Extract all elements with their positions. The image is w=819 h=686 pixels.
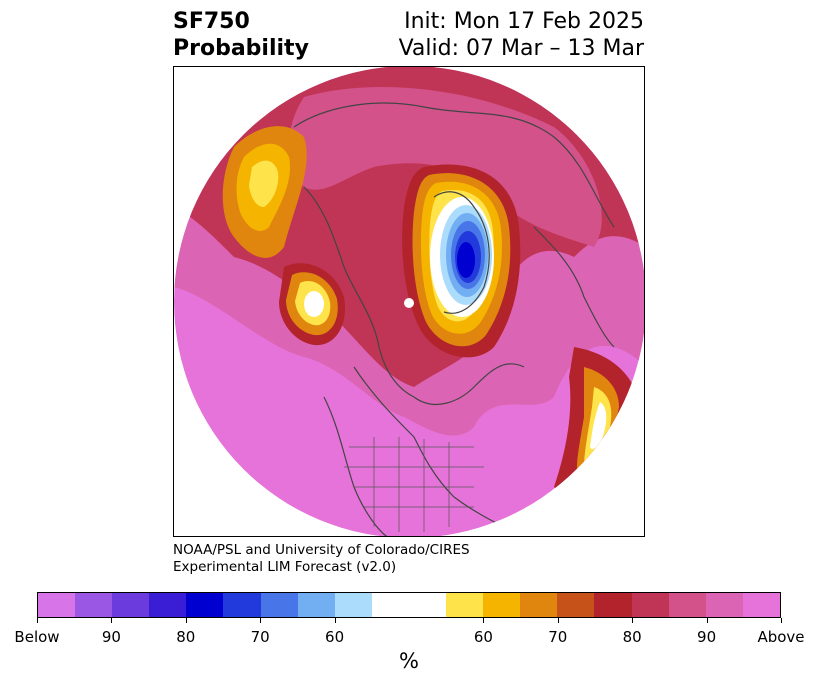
map-title: SF750 Probability: [173, 8, 309, 62]
colorbar-segment: [75, 593, 113, 617]
field-east-white: [590, 402, 607, 450]
colorbar-segment: [334, 593, 372, 617]
colorbar-segment: [557, 593, 595, 617]
colorbar-tick-mark: [111, 618, 113, 623]
colorbar-tick-mark: [781, 618, 782, 623]
colorbar-segment: [112, 593, 150, 617]
colorbar-tick-mark: [260, 618, 262, 623]
colorbar-tick-mark: [37, 618, 38, 623]
colorbar-tick-label: 80: [176, 628, 196, 646]
credit-text: NOAA/PSL and University of Colorado/CIRE…: [173, 542, 470, 576]
credit-line-2: Experimental LIM Forecast (v2.0): [173, 559, 397, 575]
field-west-light: [249, 160, 279, 207]
colorbar-tick-mark: [483, 618, 485, 623]
colorbar-segment: [742, 593, 780, 617]
product-label: Probability: [173, 36, 309, 61]
field-alaska-white: [304, 291, 324, 317]
colorbar-segment: [483, 593, 521, 617]
variable-label: SF750: [173, 9, 250, 34]
colorbar-segment: [408, 593, 447, 617]
colorbar-tick-mark: [632, 618, 634, 623]
colorbar-tick-label: 80: [622, 628, 642, 646]
colorbar-segment: [223, 593, 261, 617]
colorbar-segment: [38, 593, 76, 617]
credit-line-1: NOAA/PSL and University of Colorado/CIRE…: [173, 542, 470, 558]
colorbar-segment: [186, 593, 224, 617]
forecast-map: [173, 66, 645, 537]
colorbar-tick-mark: [334, 618, 336, 623]
colorbar-tick-mark: [706, 618, 708, 623]
state-borders: [344, 437, 484, 532]
colorbar-tick-label: Below: [14, 628, 60, 646]
colorbar-tick-label: 60: [473, 628, 493, 646]
colorbar-tick-label: 60: [325, 628, 345, 646]
colorbar-tick-label: 70: [548, 628, 568, 646]
colorbar-tick-label: 70: [250, 628, 270, 646]
colorbar-tick-label: Above: [757, 628, 805, 646]
colorbar-segment: [297, 593, 335, 617]
valid-range: Valid: 07 Mar – 13 Mar: [398, 36, 644, 61]
colorbar-tick-mark: [557, 618, 559, 623]
field-dot: [404, 298, 414, 308]
forecast-dates: Init: Mon 17 Feb 2025 Valid: 07 Mar – 13…: [399, 8, 644, 62]
colorbar-segment: [668, 593, 706, 617]
colorbar-segment: [520, 593, 558, 617]
colorbar-segment: [371, 593, 409, 617]
coastlines: [293, 102, 615, 536]
map-canvas: [174, 67, 644, 536]
colorbar-segment: [594, 593, 632, 617]
colorbar-segment: [446, 593, 484, 617]
colorbar-tick-mark: [185, 618, 187, 623]
colorbar-segment: [705, 593, 743, 617]
colorbar-segment: [631, 593, 669, 617]
init-date: Init: Mon 17 Feb 2025: [404, 9, 644, 34]
colorbar-segment: [260, 593, 298, 617]
field-low-90: [457, 242, 475, 278]
colorbar-units: %: [399, 649, 419, 673]
colorbar-tick-label: 90: [101, 628, 121, 646]
colorbar-tick-label: 90: [697, 628, 717, 646]
colorbar-segment: [149, 593, 187, 617]
colorbar: [37, 592, 781, 618]
